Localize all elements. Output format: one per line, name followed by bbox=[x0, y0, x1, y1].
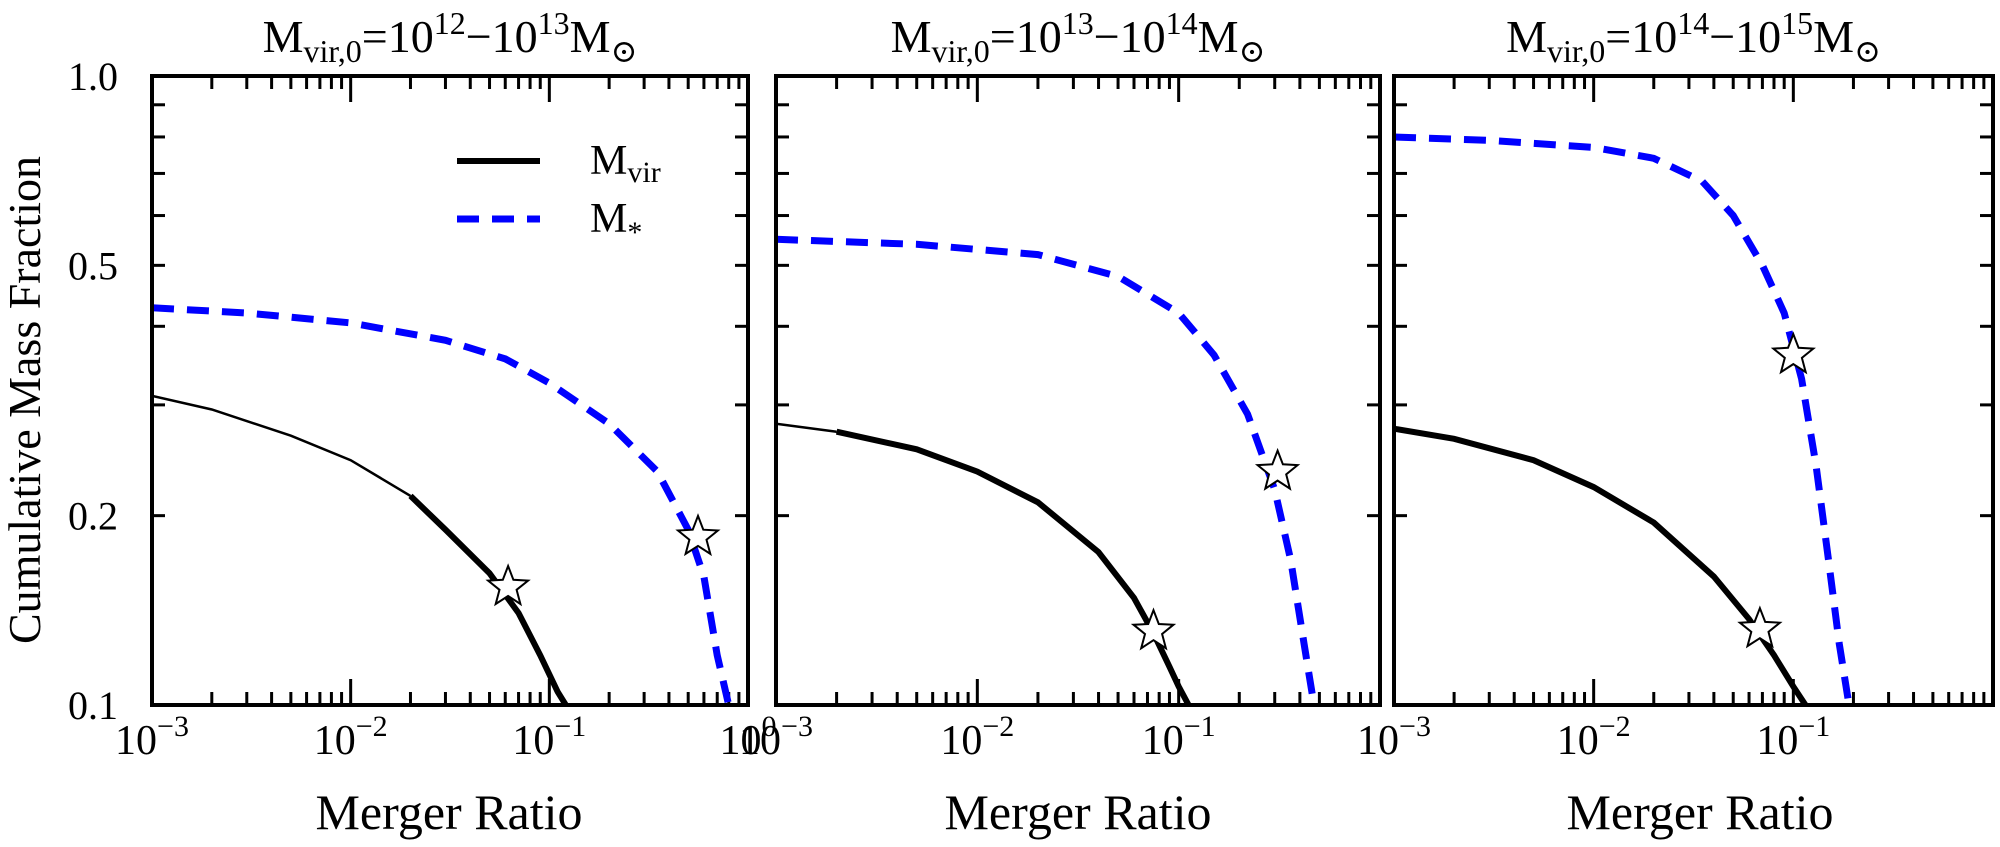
series-line-mstar bbox=[776, 235, 1318, 705]
x-axis-label-3: Merger Ratio bbox=[1566, 784, 1833, 840]
x-tick-label: 10−3 bbox=[1357, 710, 1431, 764]
title-base: M bbox=[1506, 11, 1547, 62]
y-tick-label: 0.5 bbox=[68, 243, 118, 288]
x-tick-label-base: 10 bbox=[940, 718, 982, 764]
title-exp2: 14 bbox=[1166, 5, 1198, 41]
x-tick-label-exp: −1 bbox=[1798, 710, 1830, 743]
star-marker-mstar bbox=[1770, 331, 1816, 375]
legend-label-mvir: Mvir bbox=[590, 138, 661, 189]
title-unit: M bbox=[570, 11, 611, 62]
x-tick-label-exp: −3 bbox=[157, 710, 189, 743]
title-eq: =10 bbox=[362, 11, 434, 62]
series-group-1 bbox=[152, 304, 733, 705]
panel-title-1: Mvir,0=1012−1013M⊙ bbox=[263, 5, 638, 69]
y-tick-label: 1.0 bbox=[68, 54, 118, 99]
x-tick-label-base: 10 bbox=[314, 718, 356, 764]
y-axis-label: Cumulative Mass Fraction bbox=[0, 156, 50, 644]
star-marker-mstar bbox=[675, 513, 721, 557]
title-unit-sub: ⊙ bbox=[1239, 33, 1266, 69]
x-tick-label-base: 10 bbox=[1557, 718, 1599, 764]
x-tick-label-base: 10 bbox=[1357, 718, 1399, 764]
series-line-mstar bbox=[1394, 133, 1853, 705]
title-sub: vir,0 bbox=[304, 33, 362, 69]
x-tick-label-exp: −1 bbox=[1184, 710, 1216, 743]
x-tick-label-exp: −2 bbox=[982, 710, 1014, 743]
x-tick-label: 10−1 bbox=[1142, 710, 1216, 764]
panel-1: Mvir,0=1012−1013M⊙10−3 10−2 10−1 1000.10.20… bbox=[68, 5, 777, 764]
legend-label-mstar: M* bbox=[590, 196, 642, 249]
series-group-3 bbox=[1394, 133, 1853, 705]
panel-2: Mvir,0=1013−1014M⊙10−3 10−2 10−1 bbox=[739, 5, 1382, 764]
series-line-mvir bbox=[835, 428, 1192, 705]
x-tick-label-base: 10 bbox=[512, 718, 554, 764]
series-line-mvir-thin bbox=[776, 422, 837, 433]
series-line-mstar bbox=[152, 304, 733, 705]
y-tick-label: 0.1 bbox=[68, 683, 118, 728]
x-tick-label: 10−2 bbox=[940, 710, 1014, 764]
star-marker-mvir bbox=[1737, 605, 1783, 649]
title-unit-sub: ⊙ bbox=[611, 33, 638, 69]
title-exp2: 13 bbox=[538, 5, 570, 41]
x-tick-label: 10−3 bbox=[115, 710, 189, 764]
panels: Mvir,0=1012−1013M⊙10−3 10−2 10−1 1000.10.20… bbox=[68, 5, 1995, 764]
title-unit: M bbox=[1198, 11, 1239, 62]
star-marker-mvir bbox=[485, 563, 531, 607]
title-unit: M bbox=[1813, 11, 1854, 62]
title-unit-sub: ⊙ bbox=[1854, 33, 1881, 69]
title-dash: −10 bbox=[1709, 11, 1781, 62]
title-dash: −10 bbox=[466, 11, 538, 62]
x-tick-label-exp: −3 bbox=[1399, 710, 1431, 743]
legend: Mvir M* bbox=[457, 138, 661, 249]
star-marker-mstar bbox=[1254, 447, 1301, 491]
x-tick-label: 10−2 bbox=[314, 710, 388, 764]
x-tick-label-base: 10 bbox=[739, 718, 781, 764]
series-line-mvir bbox=[1394, 425, 1809, 705]
title-sub: vir,0 bbox=[932, 33, 990, 69]
plot-frame-1 bbox=[150, 74, 750, 707]
x-axis-label-2: Merger Ratio bbox=[944, 784, 1211, 840]
panel-3: Mvir,0=1014−1015M⊙10−3 10−2 10−1 bbox=[1357, 5, 1995, 764]
star-marker-mvir bbox=[1130, 607, 1177, 651]
plot-frame-2 bbox=[774, 74, 1382, 707]
title-sub: vir,0 bbox=[1547, 33, 1605, 69]
panel-title-2: Mvir,0=1013−1014M⊙ bbox=[891, 5, 1266, 69]
x-tick-label-base: 10 bbox=[1756, 718, 1798, 764]
title-eq: =10 bbox=[990, 11, 1062, 62]
title-eq: =10 bbox=[1605, 11, 1677, 62]
title-exp1: 14 bbox=[1677, 5, 1709, 41]
x-tick-label: 10−3 bbox=[739, 710, 813, 764]
x-tick-label: 10−1 bbox=[512, 710, 586, 764]
x-tick-label-exp: −1 bbox=[554, 710, 586, 743]
x-tick-label-base: 10 bbox=[115, 718, 157, 764]
x-tick-label-exp: −2 bbox=[356, 710, 388, 743]
x-tick-label: 10−2 bbox=[1557, 710, 1631, 764]
title-base: M bbox=[263, 11, 304, 62]
x-tick-label-base: 10 bbox=[720, 718, 762, 764]
series-line-mvir bbox=[408, 493, 569, 705]
plot-frame-3 bbox=[1392, 74, 1995, 707]
title-exp2: 15 bbox=[1781, 5, 1813, 41]
series-group-2 bbox=[776, 235, 1318, 705]
x-tick-label-exp: −3 bbox=[781, 710, 813, 743]
title-base: M bbox=[891, 11, 932, 62]
series-line-mvir-thin bbox=[152, 394, 412, 497]
y-tick-label: 0.2 bbox=[68, 494, 118, 539]
x-tick-label: 10−1 bbox=[1756, 710, 1830, 764]
x-tick-label: 100 bbox=[720, 710, 777, 764]
x-axis-label-1: Merger Ratio bbox=[315, 784, 582, 840]
title-dash: −10 bbox=[1094, 11, 1166, 62]
title-exp1: 13 bbox=[1062, 5, 1094, 41]
x-tick-label-exp: −2 bbox=[1599, 710, 1631, 743]
x-tick-label-exp: 0 bbox=[762, 710, 777, 743]
x-tick-label-base: 10 bbox=[1142, 718, 1184, 764]
title-exp1: 12 bbox=[434, 5, 466, 41]
panel-title-3: Mvir,0=1014−1015M⊙ bbox=[1506, 5, 1881, 69]
